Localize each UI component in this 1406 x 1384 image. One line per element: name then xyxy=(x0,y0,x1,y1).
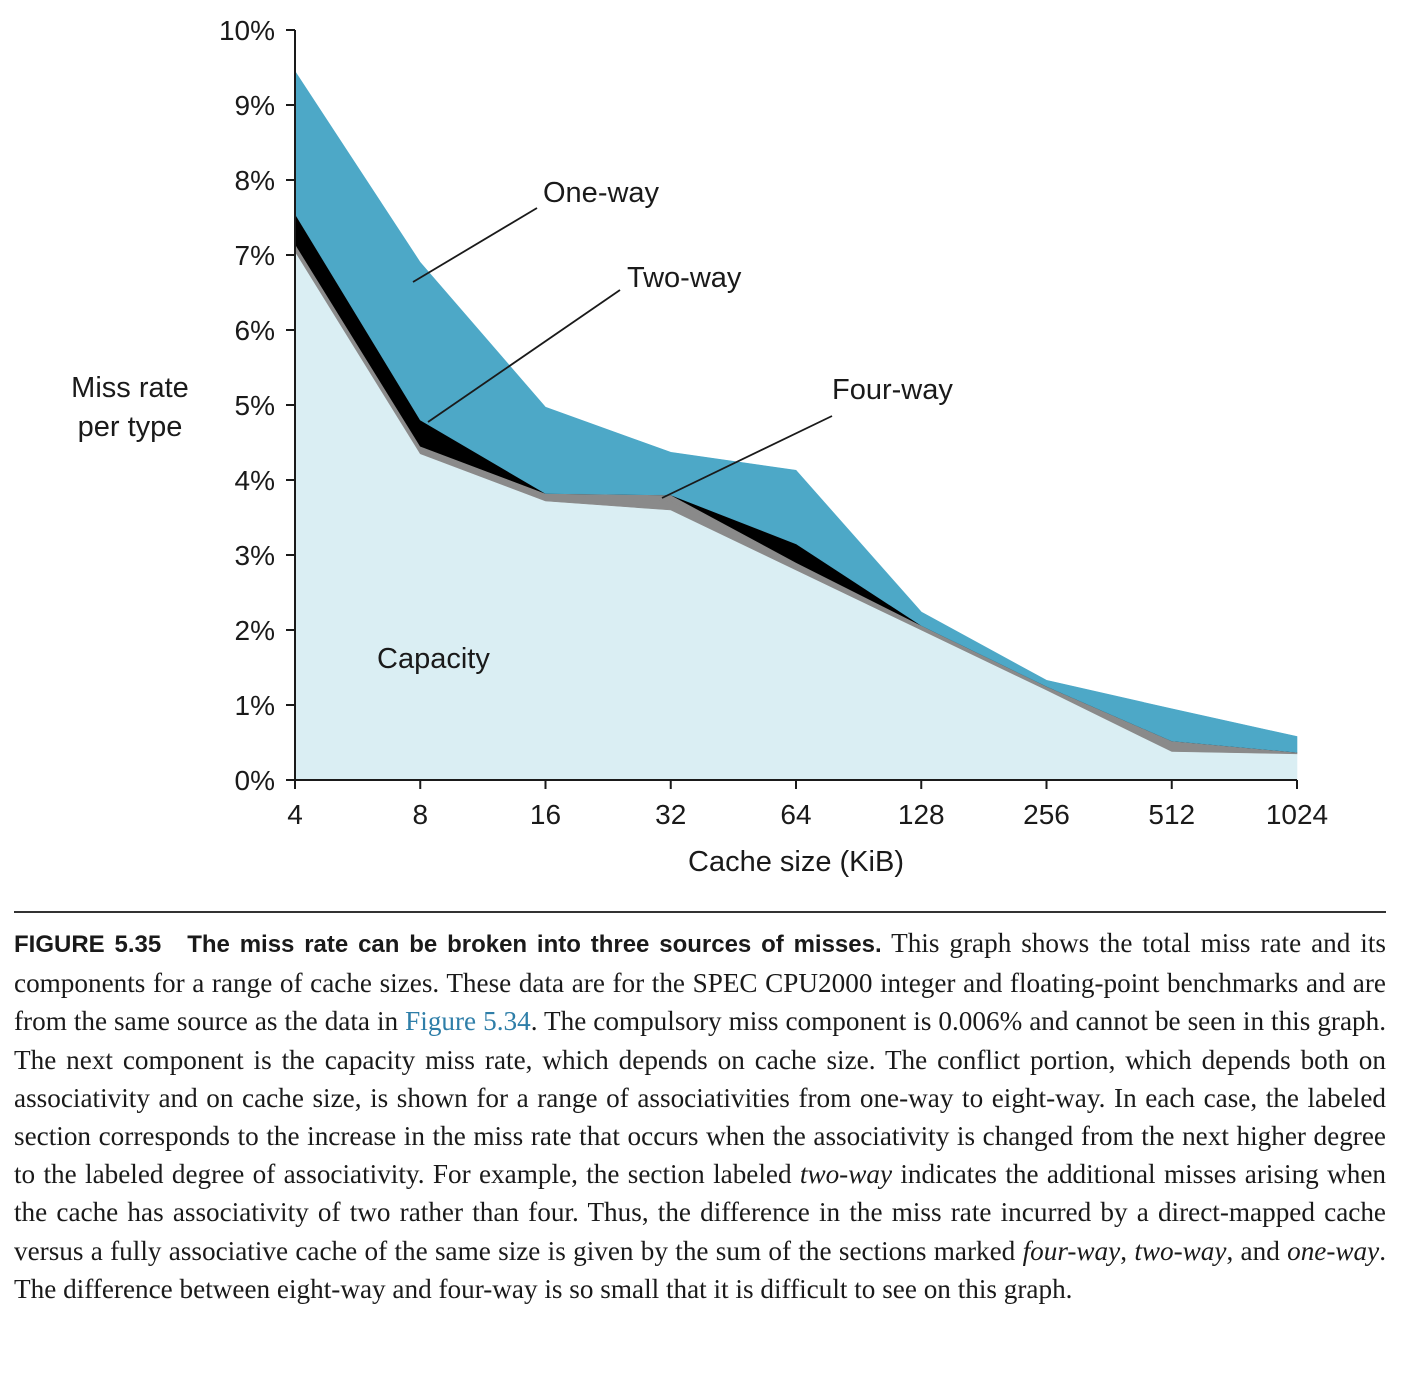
two-way-label: Two-way xyxy=(627,262,742,294)
y-tick-label: 9% xyxy=(235,90,275,121)
y-tick-label: 10% xyxy=(219,15,275,46)
y-tick-label: 1% xyxy=(235,690,275,721)
figure-caption: FIGURE 5.35 The miss rate can be broken i… xyxy=(14,924,1386,1308)
x-tick-label: 1024 xyxy=(1266,799,1328,830)
y-tick-label: 4% xyxy=(235,465,275,496)
two-way-leader-line xyxy=(427,289,621,423)
y-axis-label-line2: per type xyxy=(78,411,183,443)
one-way-label: One-way xyxy=(543,177,660,209)
x-tick-label: 32 xyxy=(655,799,686,830)
four-way-leader-line xyxy=(661,415,833,499)
caption-text: , and xyxy=(1226,1235,1288,1266)
y-tick-label: 7% xyxy=(235,240,275,271)
x-tick-label: 512 xyxy=(1148,799,1195,830)
four-way-label: Four-way xyxy=(832,374,953,406)
x-axis-label: Cache size (KiB) xyxy=(688,846,904,878)
x-ticks: 4 8 16 32 64 128 256 512 1024 xyxy=(287,780,1328,830)
y-axis-label-line1: Miss rate xyxy=(71,372,189,404)
caption-divider xyxy=(14,911,1386,913)
caption-text: . The compulsory miss component is 0.006… xyxy=(14,1006,1387,1190)
figure-reference-link[interactable]: Figure 5.34 xyxy=(405,1006,531,1037)
y-tick-label: 8% xyxy=(235,165,275,196)
x-tick-label: 128 xyxy=(898,799,945,830)
y-ticks: 0% 1% 2% 3% 4% 5% 6% 7% 8% 9% 10% xyxy=(219,15,295,796)
caption-emphasis: four-way xyxy=(1022,1235,1121,1266)
y-tick-label: 6% xyxy=(235,315,275,346)
capacity-label: Capacity xyxy=(377,643,490,675)
caption-text: , xyxy=(1120,1235,1135,1266)
y-tick-label: 2% xyxy=(235,615,275,646)
caption-text: indicates the additional misses arising … xyxy=(14,1159,1386,1266)
x-tick-label: 4 xyxy=(287,799,303,830)
figure-number: FIGURE 5.35 xyxy=(14,931,162,958)
one-way-leader-line xyxy=(412,207,538,283)
miss-rate-chart: 0% 1% 2% 3% 4% 5% 6% 7% 8% 9% 10% 4 8 16 32 64 128 256 51… xyxy=(71,15,1328,878)
caption-text: . The difference between eight-way and f… xyxy=(14,1235,1387,1304)
figure-title: The miss rate can be broken into three s… xyxy=(187,931,882,958)
y-tick-label: 5% xyxy=(235,390,275,421)
y-tick-label: 0% xyxy=(235,765,275,796)
caption-text: This graph shows the total miss rate and… xyxy=(14,928,1386,1037)
caption-emphasis: one-way xyxy=(1287,1235,1380,1266)
caption-emphasis: two-way xyxy=(799,1159,893,1190)
caption-emphasis: two-way xyxy=(1134,1235,1227,1266)
x-tick-label: 16 xyxy=(530,799,561,830)
x-tick-label: 256 xyxy=(1023,799,1070,830)
x-tick-label: 64 xyxy=(780,799,811,830)
x-tick-label: 8 xyxy=(412,799,428,830)
y-tick-label: 3% xyxy=(235,540,275,571)
area-one-way xyxy=(294,70,1298,753)
